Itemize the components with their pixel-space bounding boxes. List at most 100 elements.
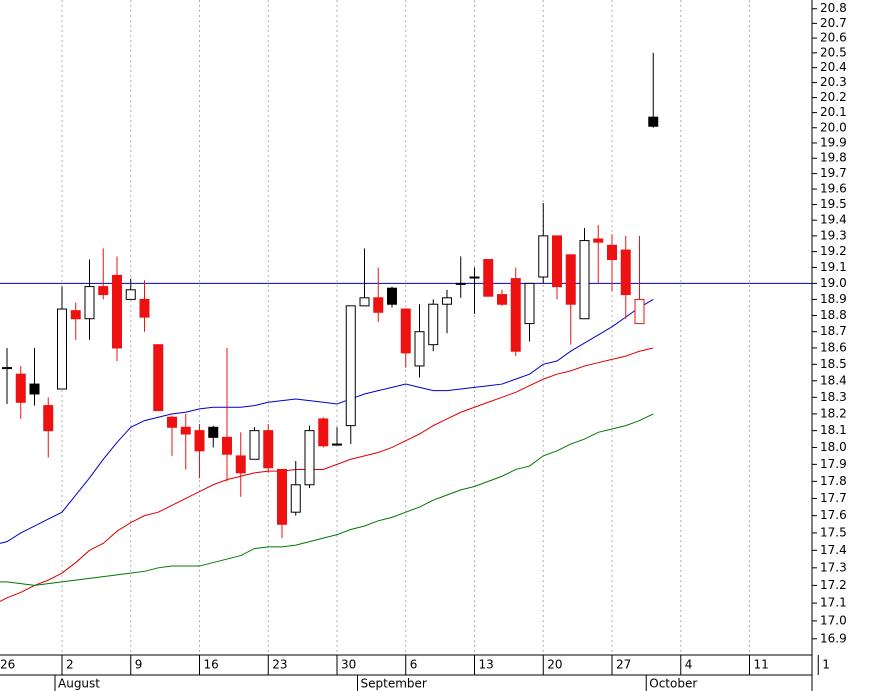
y-tick-label: 17.9 [820, 457, 847, 471]
candle-body [552, 235, 562, 288]
y-tick-label: 19.1 [820, 260, 847, 274]
x-tick-label: 4 [685, 658, 693, 672]
candle-body [634, 298, 645, 325]
candle-body [249, 430, 260, 460]
y-tick-label: 19.3 [820, 228, 847, 242]
candle-body [469, 276, 480, 279]
y-tick-label: 20.2 [820, 90, 847, 104]
y-tick-label: 19.5 [820, 197, 847, 211]
y-tick-label: 17.1 [820, 596, 847, 610]
y-tick-label: 19.9 [820, 135, 847, 149]
y-tick-label: 19.4 [820, 213, 847, 227]
candle-body [290, 484, 301, 513]
y-tick-label: 16.9 [820, 631, 847, 645]
y-tick-label: 18.1 [820, 423, 847, 437]
candle-body [593, 238, 604, 243]
candle-body [125, 289, 136, 300]
candle-body [43, 405, 54, 432]
candle-body [208, 426, 219, 438]
y-tick-label: 18.5 [820, 357, 847, 371]
y-tick-label: 17.2 [820, 578, 847, 592]
y-tick-label: 20.7 [820, 16, 847, 30]
month-label: August [58, 677, 100, 691]
candle-body [222, 436, 232, 455]
candle-body [497, 294, 507, 305]
axes: 16.9 17.0 17.1 17.2 17.3 17.4 17.5 17.6 17.7 17.8… [0, 0, 847, 691]
candle-body [345, 305, 356, 427]
y-tick-label: 18.8 [820, 308, 847, 322]
grid [61, 0, 750, 655]
x-tick-label: 11 [754, 658, 769, 672]
y-tick-label: 18.3 [820, 390, 847, 404]
x-tick-label: 2 [66, 658, 74, 672]
candle-body [565, 254, 576, 305]
candle-body [112, 274, 122, 349]
y-tick-label: 20.0 [820, 120, 847, 134]
candle-body [400, 308, 411, 354]
y-tick-label: 20.6 [820, 31, 847, 45]
candle-body [359, 297, 370, 307]
y-tick-label: 20.1 [820, 105, 847, 119]
y-tick-label: 19.8 [820, 151, 847, 165]
candle-body [648, 116, 659, 127]
x-tick-label: 20 [547, 658, 562, 672]
candle-body [139, 298, 150, 318]
y-tick-label: 18.4 [820, 373, 847, 387]
y-tick-label: 18.6 [820, 340, 847, 354]
y-tick-label: 17.5 [820, 525, 847, 539]
y-tick-label: 20.5 [820, 45, 847, 59]
candle-body [510, 278, 521, 352]
x-tick-label: 13 [479, 658, 494, 672]
y-tick-label: 17.6 [820, 508, 847, 522]
candles [2, 52, 659, 539]
candle-body [167, 416, 177, 428]
month-label: September [361, 677, 427, 691]
y-tick-label: 19.7 [820, 166, 847, 180]
x-tick-label: 23 [272, 658, 287, 672]
candle-body [29, 383, 40, 395]
x-tick-label: 16 [204, 658, 219, 672]
candle-body [15, 373, 26, 403]
candle-body [579, 240, 590, 320]
moving-average-line [0, 413, 654, 586]
candle-body [194, 430, 205, 452]
candle-body [98, 286, 109, 296]
y-tick-label: 18.7 [820, 324, 847, 338]
candle-body [180, 426, 191, 435]
y-tick-label: 19.0 [820, 276, 847, 290]
moving-average-line [0, 347, 654, 602]
y-tick-label: 17.7 [820, 491, 847, 505]
candle-body [304, 430, 315, 486]
y-tick-label: 18.2 [820, 406, 847, 420]
candle-body [387, 287, 397, 305]
x-tick-label: 27 [616, 658, 631, 672]
candle-body [538, 235, 549, 278]
x-tick-label: 9 [135, 658, 143, 672]
candle-body [318, 418, 329, 447]
y-tick-label: 19.2 [820, 244, 847, 258]
x-tick-label: 1 [822, 658, 830, 672]
moving-average-line [0, 298, 654, 544]
y-tick-label: 17.8 [820, 474, 847, 488]
y-tick-label: 20.3 [820, 75, 847, 89]
candle-body [70, 310, 81, 320]
y-tick-label: 20.8 [820, 1, 847, 15]
candle-body [332, 443, 342, 446]
y-tick-label: 18.9 [820, 292, 847, 306]
y-tick-label: 17.0 [820, 613, 847, 627]
y-tick-label: 19.6 [820, 182, 847, 196]
candle-body [428, 303, 439, 346]
lines [0, 282, 812, 602]
candle-body [414, 331, 425, 367]
candle-body [263, 430, 274, 469]
y-tick-label: 20.4 [820, 60, 847, 74]
month-label: October [649, 677, 697, 691]
candle-body [153, 344, 164, 412]
y-tick-label: 17.4 [820, 543, 847, 557]
candle-body [524, 282, 535, 325]
x-tick-label: 30 [341, 658, 356, 672]
candle-body [620, 249, 631, 296]
candle-body [84, 286, 95, 320]
